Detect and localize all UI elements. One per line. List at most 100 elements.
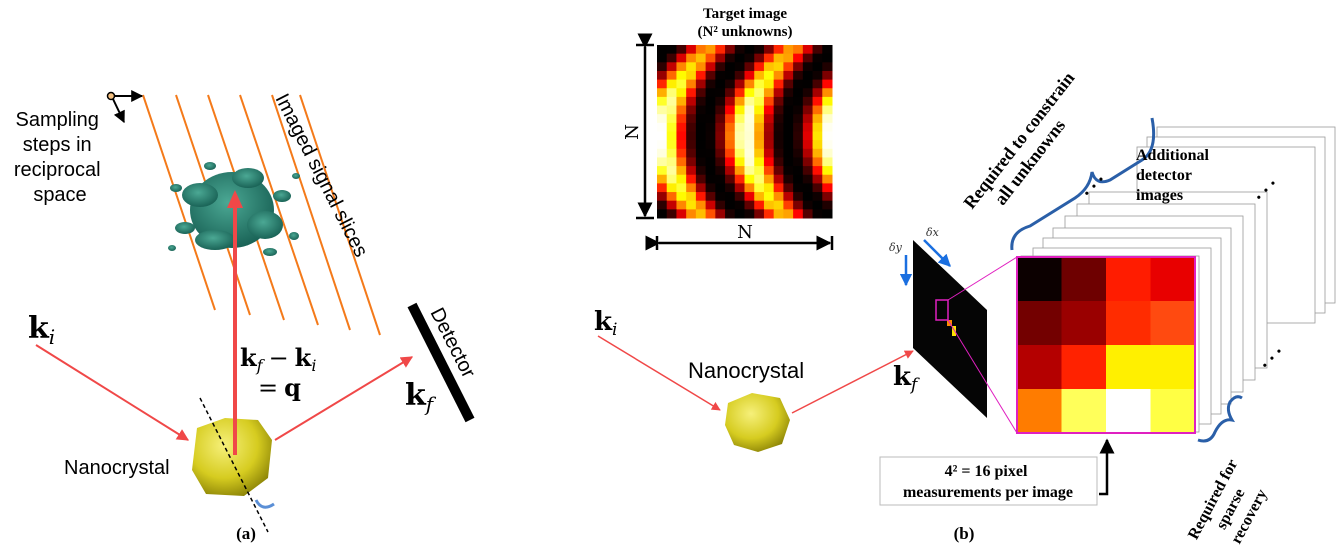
image-pixel xyxy=(813,183,823,192)
measurement-pixel xyxy=(1151,345,1196,389)
image-pixel xyxy=(667,192,677,201)
image-pixel xyxy=(793,157,803,166)
image-pixel xyxy=(686,114,696,123)
image-pixel xyxy=(706,88,716,97)
image-pixel xyxy=(783,106,793,115)
image-pixel xyxy=(735,209,745,218)
image-pixel xyxy=(686,62,696,71)
step-x: δx xyxy=(926,226,940,239)
image-pixel xyxy=(725,106,735,115)
image-pixel xyxy=(715,45,725,54)
panel-b: Target image (N² unknowns) N N ki Nanocr… xyxy=(594,6,1335,550)
image-pixel xyxy=(676,140,686,149)
image-pixel xyxy=(754,80,764,89)
image-pixel xyxy=(813,45,823,54)
image-pixel xyxy=(803,149,813,158)
image-pixel xyxy=(657,106,667,115)
image-pixel xyxy=(745,157,755,166)
image-pixel xyxy=(706,192,716,201)
image-pixel xyxy=(696,123,706,132)
image-pixel xyxy=(715,149,725,158)
image-pixel xyxy=(783,140,793,149)
image-pixel xyxy=(657,114,667,123)
page: Sampling steps in reciprocal space Image… xyxy=(0,0,1338,550)
image-pixel xyxy=(676,45,686,54)
image-pixel xyxy=(803,132,813,141)
image-pixel xyxy=(735,54,745,63)
image-pixel xyxy=(657,88,667,97)
image-pixel xyxy=(706,123,716,132)
image-pixel xyxy=(783,45,793,54)
image-pixel xyxy=(783,71,793,80)
image-pixel xyxy=(754,62,764,71)
image-pixel xyxy=(783,149,793,158)
image-pixel xyxy=(803,97,813,106)
image-pixel xyxy=(715,209,725,218)
image-pixel xyxy=(745,123,755,132)
image-pixel xyxy=(754,209,764,218)
image-pixel xyxy=(715,114,725,123)
image-pixel xyxy=(783,114,793,123)
image-pixel xyxy=(783,192,793,201)
image-pixel xyxy=(803,157,813,166)
detector-image xyxy=(913,240,987,418)
measurement-pixel xyxy=(1062,301,1107,345)
image-pixel xyxy=(813,201,823,210)
image-pixel xyxy=(754,140,764,149)
image-pixel xyxy=(774,88,784,97)
image-pixel xyxy=(745,54,755,63)
image-pixel xyxy=(676,88,686,97)
image-pixel xyxy=(783,62,793,71)
image-pixel xyxy=(783,54,793,63)
scattered-wavevector: kf xyxy=(405,378,437,416)
image-pixel xyxy=(706,201,716,210)
image-pixel xyxy=(735,175,745,184)
image-pixel xyxy=(715,183,725,192)
image-pixel xyxy=(696,157,706,166)
image-pixel xyxy=(754,97,764,106)
image-pixel xyxy=(706,45,716,54)
image-pixel xyxy=(676,183,686,192)
image-pixel xyxy=(715,166,725,175)
image-pixel xyxy=(676,71,686,80)
image-pixel xyxy=(822,192,832,201)
image-pixel xyxy=(715,88,725,97)
image-pixel xyxy=(706,183,716,192)
image-pixel xyxy=(783,157,793,166)
step-y: δy xyxy=(889,241,903,254)
image-pixel xyxy=(803,106,813,115)
image-pixel xyxy=(822,123,832,132)
image-pixel xyxy=(706,175,716,184)
image-pixel xyxy=(735,201,745,210)
nanocrystal xyxy=(192,418,272,496)
target-image xyxy=(657,45,833,219)
image-pixel xyxy=(686,88,696,97)
image-pixel xyxy=(764,183,774,192)
measurement-pixel xyxy=(1017,257,1062,301)
image-pixel xyxy=(764,157,774,166)
image-pixel xyxy=(696,175,706,184)
image-pixel xyxy=(676,166,686,175)
image-pixel xyxy=(783,80,793,89)
image-pixel xyxy=(754,157,764,166)
image-pixel xyxy=(803,183,813,192)
height-label: N xyxy=(622,124,643,140)
image-pixel xyxy=(793,166,803,175)
image-pixel xyxy=(735,123,745,132)
image-pixel xyxy=(725,62,735,71)
image-pixel xyxy=(735,166,745,175)
image-pixel xyxy=(745,132,755,141)
image-pixel xyxy=(696,97,706,106)
image-pixel xyxy=(764,97,774,106)
image-pixel xyxy=(725,149,735,158)
image-pixel xyxy=(686,209,696,218)
image-pixel xyxy=(774,149,784,158)
image-pixel xyxy=(657,54,667,63)
image-pixel xyxy=(783,175,793,184)
image-pixel xyxy=(745,88,755,97)
image-pixel xyxy=(676,62,686,71)
image-pixel xyxy=(813,123,823,132)
image-pixel xyxy=(725,175,735,184)
image-pixel xyxy=(783,132,793,141)
image-pixel xyxy=(657,71,667,80)
